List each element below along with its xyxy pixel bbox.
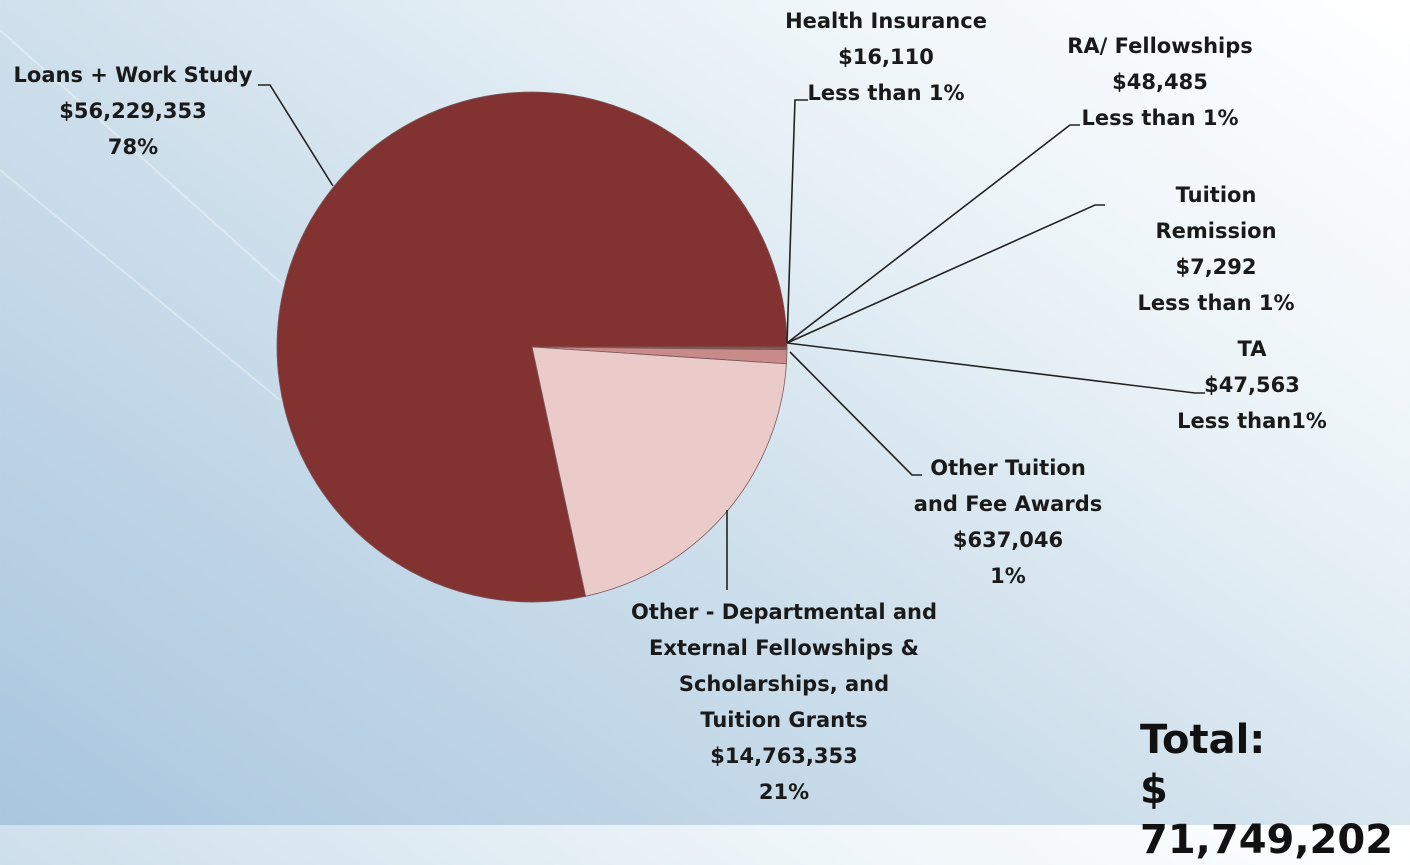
percent-label: Less than 1% bbox=[1067, 100, 1253, 136]
percent-label: Less than1% bbox=[1177, 403, 1327, 439]
value-label: $637,046 bbox=[914, 522, 1102, 558]
percent-label: 1% bbox=[914, 558, 1102, 594]
value-label: $48,485 bbox=[1067, 64, 1253, 100]
category-name: Other - Departmental and External Fellow… bbox=[631, 594, 937, 738]
category-name: Loans + Work Study bbox=[14, 57, 253, 93]
value-label: $16,110 bbox=[785, 39, 987, 75]
percent-label: 78% bbox=[14, 129, 253, 165]
total-label: Total: bbox=[1140, 715, 1265, 765]
category-name: Health Insurance bbox=[785, 3, 987, 39]
percent-label: Less than 1% bbox=[1119, 285, 1313, 321]
slice-label: Other - Departmental and External Fellow… bbox=[631, 594, 937, 810]
leader-line bbox=[787, 343, 1205, 393]
value-label: $56,229,353 bbox=[14, 93, 253, 129]
leader-line bbox=[787, 125, 1080, 343]
category-name: Other Tuition and Fee Awards bbox=[914, 450, 1102, 522]
leader-line bbox=[258, 85, 333, 186]
page: Total: $ 71,749,202 (() => { const data … bbox=[0, 0, 1410, 825]
category-name: RA/ Fellowships bbox=[1067, 28, 1253, 64]
value-label: $47,563 bbox=[1177, 367, 1327, 403]
leader-line bbox=[790, 352, 922, 475]
value-label: $7,292 bbox=[1119, 249, 1313, 285]
total-value: $ 71,749,202 bbox=[1140, 765, 1410, 865]
value-label: $14,763,353 bbox=[631, 738, 937, 774]
percent-label: Less than 1% bbox=[785, 75, 987, 111]
leader-line bbox=[787, 205, 1105, 343]
percent-label: 21% bbox=[631, 774, 937, 810]
category-name: TA bbox=[1177, 331, 1327, 367]
category-name: Tuition Remission bbox=[1119, 177, 1313, 249]
leader-line bbox=[787, 100, 808, 343]
